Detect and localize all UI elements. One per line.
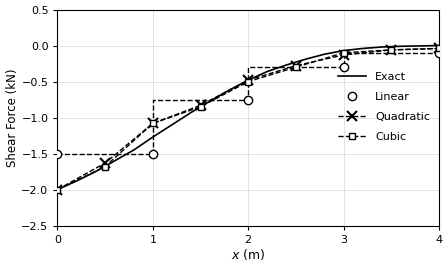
Exact [112, 159, 117, 162]
Exact [417, 44, 422, 47]
Y-axis label: Shear Force (kN): Shear Force (kN) [5, 68, 18, 167]
Linear [246, 98, 251, 101]
Cubic [150, 122, 155, 125]
Quadratic [293, 64, 298, 67]
Cubic [55, 188, 60, 191]
Exact [303, 58, 308, 61]
Exact [398, 45, 404, 48]
Exact [188, 111, 194, 114]
Exact [265, 70, 270, 73]
Cubic [341, 51, 346, 54]
Exact [93, 170, 98, 173]
Line: Cubic: Cubic [54, 45, 442, 193]
Linear [436, 51, 442, 54]
Quadratic [55, 188, 60, 191]
Cubic [103, 165, 108, 168]
Quadratic [103, 161, 108, 165]
Cubic [198, 105, 203, 108]
Line: Linear: Linear [53, 49, 443, 158]
Exact [74, 179, 79, 183]
Exact [150, 135, 155, 139]
Quadratic [341, 53, 346, 57]
Cubic [246, 80, 251, 83]
Exact [436, 44, 442, 47]
Cubic [436, 47, 442, 50]
Exact [379, 45, 384, 49]
Quadratic [436, 47, 442, 50]
Cubic [388, 48, 394, 51]
Cubic [293, 66, 298, 69]
Legend: Exact, Linear, Quadratic, Cubic: Exact, Linear, Quadratic, Cubic [335, 68, 433, 145]
Quadratic [198, 104, 203, 107]
Quadratic [150, 122, 155, 125]
Exact [246, 79, 251, 82]
Line: Exact: Exact [57, 46, 439, 190]
X-axis label: $x$ (m): $x$ (m) [231, 247, 266, 262]
Exact [55, 188, 60, 191]
Line: Quadratic: Quadratic [52, 44, 444, 195]
Quadratic [246, 79, 251, 82]
Exact [360, 47, 365, 50]
Exact [322, 53, 327, 56]
Exact [284, 64, 289, 67]
Exact [169, 123, 175, 126]
Exact [131, 148, 137, 152]
Exact [341, 49, 346, 52]
Quadratic [388, 48, 394, 51]
Exact [207, 99, 213, 103]
Linear [150, 152, 155, 155]
Linear [55, 152, 60, 155]
Linear [341, 66, 346, 69]
Exact [226, 89, 232, 92]
